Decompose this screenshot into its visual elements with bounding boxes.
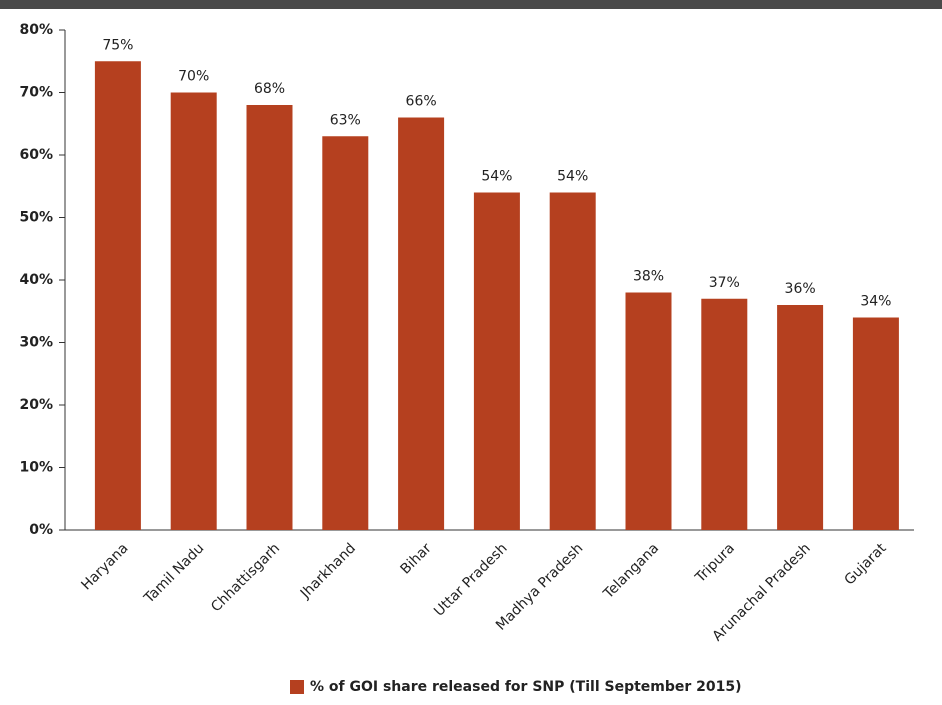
bar xyxy=(398,117,445,530)
x-tick-label: Chhattisgarh xyxy=(208,540,283,615)
data-label: 54% xyxy=(481,169,512,185)
y-tick-label: 20% xyxy=(19,397,53,413)
data-label: 70% xyxy=(178,69,209,85)
y-tick-label: 80% xyxy=(19,22,53,38)
bar xyxy=(322,136,369,530)
y-tick-label: 0% xyxy=(29,522,53,538)
data-label: 37% xyxy=(709,275,740,291)
data-label: 66% xyxy=(406,94,437,110)
x-tick-label: Tamil Nadu xyxy=(141,540,208,607)
data-label: 68% xyxy=(254,81,285,97)
bar xyxy=(777,305,824,530)
y-tick-label: 10% xyxy=(19,460,53,476)
data-label: 34% xyxy=(860,294,891,310)
header-banner xyxy=(0,0,942,9)
data-label: 75% xyxy=(102,37,133,53)
y-tick-label: 70% xyxy=(19,85,53,101)
bar xyxy=(701,298,748,530)
x-tick-label: Gujarat xyxy=(841,540,889,588)
x-tick-label: Jharkhand xyxy=(297,540,359,602)
x-tick-label: Haryana xyxy=(78,540,131,593)
bar xyxy=(852,317,899,530)
bar xyxy=(94,61,141,530)
x-tick-label: Uttar Pradesh xyxy=(431,540,510,619)
legend-swatch xyxy=(290,680,304,694)
bar xyxy=(473,192,520,530)
bar xyxy=(246,105,293,530)
bar xyxy=(170,92,217,530)
x-tick-label: Telangana xyxy=(600,540,662,602)
data-label: 63% xyxy=(330,112,361,128)
y-tick-label: 60% xyxy=(19,147,53,163)
data-label: 36% xyxy=(785,281,816,297)
data-label: 54% xyxy=(557,169,588,185)
y-tick-label: 50% xyxy=(19,210,53,226)
y-tick-label: 30% xyxy=(19,335,53,351)
y-tick-label: 40% xyxy=(19,272,53,288)
legend-label: % of GOI share released for SNP (Till Se… xyxy=(310,679,742,695)
x-tick-label: Tripura xyxy=(692,540,738,586)
x-tick-label: Bihar xyxy=(397,540,434,577)
bar xyxy=(549,192,596,530)
data-label: 38% xyxy=(633,269,664,285)
bar xyxy=(625,292,672,530)
